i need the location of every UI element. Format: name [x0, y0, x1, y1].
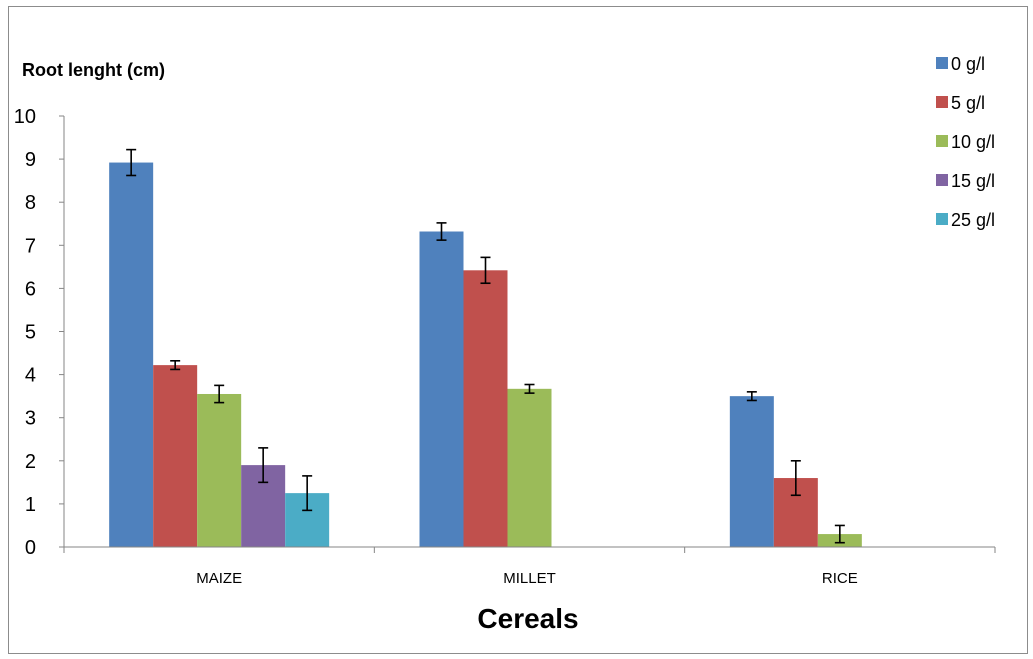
x-tick-label: MILLET	[503, 570, 556, 587]
legend-label: 0 g/l	[951, 54, 985, 74]
legend-swatch	[936, 135, 948, 147]
error-bar	[126, 148, 137, 177]
legend-label: 25 g/l	[951, 210, 995, 230]
y-tick-label: 6	[25, 278, 36, 300]
bar	[507, 388, 552, 547]
y-tick-label: 7	[25, 235, 36, 257]
y-tick-label: 9	[25, 149, 36, 171]
bar	[109, 162, 154, 547]
bar	[729, 396, 774, 547]
bar	[153, 365, 198, 547]
error-bar	[790, 459, 801, 497]
bar	[463, 270, 508, 547]
error-bar	[170, 360, 181, 371]
bars	[109, 162, 862, 547]
y-tick-label: 3	[25, 408, 36, 430]
legend-item: 10 g/l	[936, 132, 995, 152]
error-bar	[746, 391, 757, 402]
x-tick-label: MAIZE	[196, 570, 242, 587]
y-tick-label: 0	[25, 537, 36, 559]
x-axis-title: Cereals	[477, 603, 578, 634]
error-bar	[524, 383, 535, 394]
legend-swatch	[936, 57, 948, 69]
y-tick-label: 5	[25, 322, 36, 344]
y-tick-label: 10	[14, 106, 36, 128]
y-tick-label: 2	[25, 451, 36, 473]
legend-swatch	[936, 213, 948, 225]
legend-label: 5 g/l	[951, 93, 985, 113]
legend-swatch	[936, 96, 948, 108]
y-axis-ticks: 0 1 2 3 4 5 6 7 8 9 10	[14, 106, 36, 559]
y-tick-label: 8	[25, 192, 36, 214]
x-axis-ticks: MAIZE MILLET RICE	[196, 570, 858, 587]
error-bar	[214, 384, 225, 404]
legend-item: 5 g/l	[936, 93, 985, 113]
x-tick-label: RICE	[822, 570, 858, 587]
y-tick-label: 1	[25, 494, 36, 516]
error-bar	[302, 475, 313, 512]
legend-item: 25 g/l	[936, 210, 995, 230]
legend-swatch	[936, 174, 948, 186]
bar	[197, 393, 242, 547]
error-bar	[258, 447, 269, 484]
error-bar	[436, 222, 447, 241]
error-bar	[480, 256, 491, 285]
legend-item: 0 g/l	[936, 54, 985, 74]
legend-item: 15 g/l	[936, 171, 995, 191]
y-axis-title: Root lenght (cm)	[22, 60, 165, 80]
legend-label: 10 g/l	[951, 132, 995, 152]
error-bar	[834, 524, 845, 544]
y-tick-label: 4	[25, 365, 36, 387]
bar	[419, 231, 464, 547]
error-bars	[126, 148, 845, 544]
axes	[59, 115, 996, 553]
legend-label: 15 g/l	[951, 171, 995, 191]
legend: 0 g/l 5 g/l 10 g/l 15 g/l 25 g/l	[936, 54, 995, 230]
